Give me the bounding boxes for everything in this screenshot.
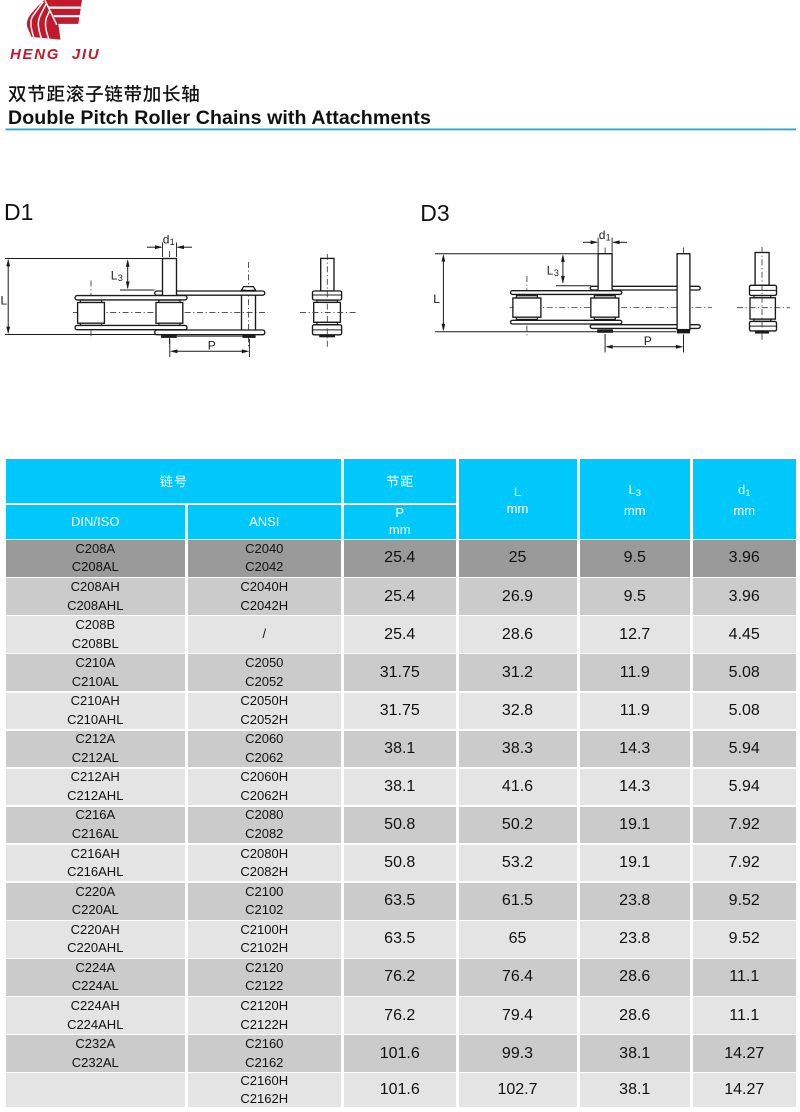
svg-text:L: L — [433, 292, 440, 306]
svg-text:P: P — [208, 339, 216, 353]
svg-text:d: d — [163, 233, 170, 247]
svg-text:3: 3 — [554, 268, 559, 278]
svg-text:3: 3 — [118, 273, 123, 283]
svg-text:L: L — [547, 264, 554, 278]
svg-text:d: d — [599, 228, 606, 242]
svg-text:L: L — [111, 268, 118, 282]
svg-text:1: 1 — [606, 232, 611, 242]
svg-text:P: P — [644, 334, 652, 348]
svg-text:1: 1 — [170, 237, 175, 247]
svg-text:L: L — [1, 294, 8, 308]
